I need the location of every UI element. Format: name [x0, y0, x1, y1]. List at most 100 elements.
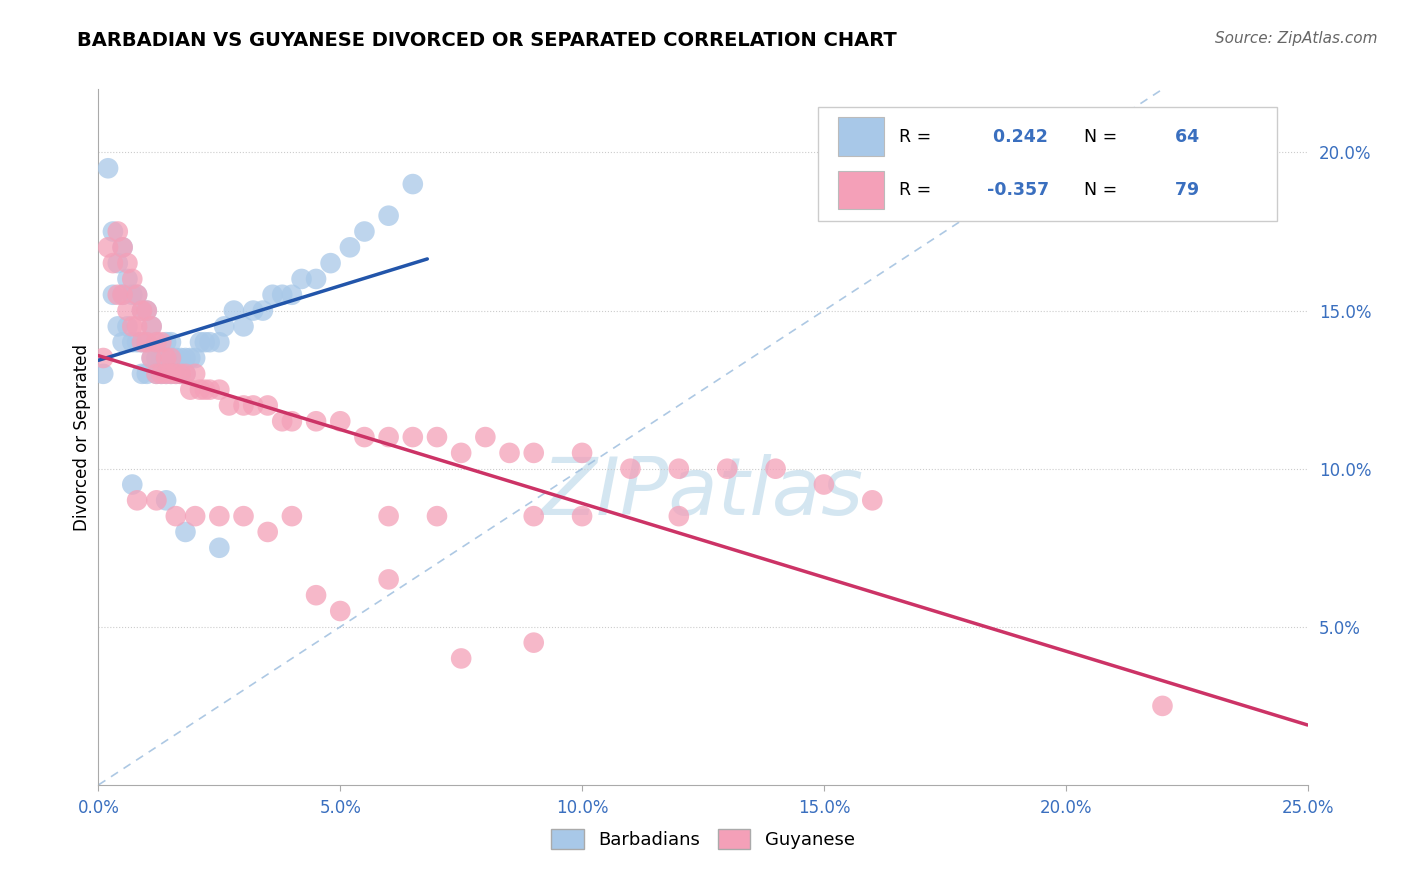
Point [353, 430, 375, 444]
Point [135, 367, 157, 381]
Point [198, 383, 221, 397]
Point [111, 287, 134, 301]
Point [145, 335, 167, 350]
Point [329, 604, 352, 618]
Point [107, 319, 129, 334]
Point [117, 272, 139, 286]
Point [131, 303, 153, 318]
Point [281, 509, 304, 524]
Point [232, 319, 254, 334]
Point [121, 272, 143, 286]
Point [135, 303, 157, 318]
Point [169, 351, 191, 365]
Point [145, 367, 167, 381]
Point [131, 335, 153, 350]
Point [160, 367, 183, 381]
Point [329, 414, 352, 428]
Point [450, 651, 472, 665]
Point [165, 367, 187, 381]
Point [232, 509, 254, 524]
Point [135, 335, 157, 350]
Point [107, 287, 129, 301]
Point [305, 272, 328, 286]
Point [222, 303, 245, 318]
Point [716, 461, 738, 475]
Point [271, 414, 294, 428]
Point [169, 367, 191, 381]
Point [474, 430, 496, 444]
Point [121, 335, 143, 350]
Point [101, 256, 124, 270]
Bar [838, 171, 884, 210]
Y-axis label: Divorced or Separated: Divorced or Separated [73, 343, 91, 531]
Point [165, 351, 187, 365]
Point [194, 335, 217, 350]
Point [150, 335, 173, 350]
Point [377, 209, 399, 223]
Point [426, 509, 449, 524]
Point [262, 287, 284, 301]
Point [208, 335, 231, 350]
Point [155, 351, 177, 365]
Point [188, 383, 211, 397]
Legend: Barbadians, Guyanese: Barbadians, Guyanese [544, 822, 862, 856]
Point [117, 256, 139, 270]
Point [402, 430, 425, 444]
Point [97, 240, 120, 254]
Point [571, 509, 593, 524]
Point [208, 541, 231, 555]
Text: N =: N = [1084, 181, 1118, 199]
Point [218, 399, 240, 413]
Point [141, 351, 163, 365]
Point [141, 351, 163, 365]
Point [377, 509, 399, 524]
Point [111, 240, 134, 254]
Point [111, 240, 134, 254]
Point [155, 335, 177, 350]
Point [141, 319, 163, 334]
Point [111, 335, 134, 350]
Point [91, 367, 114, 381]
Point [271, 287, 294, 301]
Point [426, 430, 449, 444]
Point [117, 303, 139, 318]
Text: R =: R = [898, 181, 931, 199]
Point [131, 335, 153, 350]
Point [281, 414, 304, 428]
Point [165, 509, 187, 524]
Point [155, 493, 177, 508]
Point [198, 335, 221, 350]
Point [194, 383, 217, 397]
Point [160, 335, 183, 350]
Point [117, 319, 139, 334]
Point [145, 493, 167, 508]
Point [256, 399, 278, 413]
Point [121, 319, 143, 334]
Point [619, 461, 641, 475]
Point [571, 446, 593, 460]
Point [101, 225, 124, 239]
Point [121, 287, 143, 301]
Point [155, 367, 177, 381]
Point [131, 303, 153, 318]
Point [127, 319, 149, 334]
Point [232, 399, 254, 413]
Point [160, 351, 183, 365]
Point [290, 272, 312, 286]
Point [523, 446, 546, 460]
Point [668, 461, 690, 475]
Point [145, 351, 167, 365]
Text: -0.357: -0.357 [987, 181, 1049, 199]
Text: N =: N = [1084, 128, 1118, 145]
Point [174, 367, 197, 381]
Text: BARBADIAN VS GUYANESE DIVORCED OR SEPARATED CORRELATION CHART: BARBADIAN VS GUYANESE DIVORCED OR SEPARA… [77, 31, 897, 50]
Point [305, 588, 328, 602]
Point [402, 177, 425, 191]
Point [1152, 698, 1174, 713]
Point [188, 335, 211, 350]
Point [339, 240, 361, 254]
Point [131, 367, 153, 381]
Point [127, 335, 149, 350]
Point [127, 493, 149, 508]
Point [155, 367, 177, 381]
